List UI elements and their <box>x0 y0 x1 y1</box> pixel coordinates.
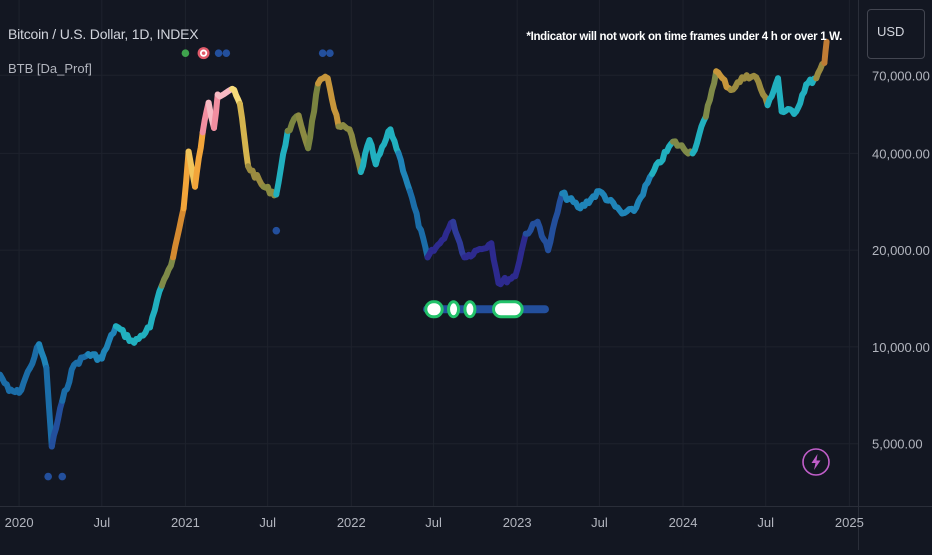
signal-dot-marker <box>44 472 52 481</box>
indicator-notice: *Indicator will not work on time frames … <box>526 31 842 43</box>
price-segment <box>170 205 187 261</box>
signal-markers <box>44 47 334 481</box>
signal-dot-marker <box>214 49 223 57</box>
price-segment <box>577 188 603 212</box>
signal-ring-core <box>201 51 206 55</box>
price-segment <box>689 113 709 157</box>
price-segment <box>649 138 676 177</box>
price-tick-label: 10,000.00 <box>872 340 930 355</box>
price-segment <box>273 127 291 198</box>
price-segment <box>305 80 322 152</box>
price-segment <box>631 171 656 214</box>
price-segment <box>559 189 584 212</box>
price-segment <box>775 75 785 115</box>
price-series <box>0 38 830 450</box>
price-segment <box>236 100 252 170</box>
price-segment <box>158 254 177 289</box>
symbol-title[interactable]: Bitcoin / U.S. Dollar, 1D, INDEX <box>8 26 199 42</box>
signal-dot-marker <box>272 226 281 235</box>
price-segment <box>387 126 402 157</box>
price-segment <box>753 74 771 109</box>
price-tick-label: 5,000.00 <box>872 437 923 452</box>
signal-dot-marker <box>222 49 231 57</box>
price-segment <box>43 365 55 450</box>
time-tick-label: Jul <box>425 515 442 530</box>
price-segment <box>346 126 364 175</box>
grid <box>0 0 858 506</box>
price-segment <box>59 361 78 404</box>
price-segment <box>450 218 468 261</box>
time-tick-label: Jul <box>259 515 276 530</box>
signal-pill <box>424 300 444 319</box>
signal-dot-marker <box>326 49 334 57</box>
price-segment <box>36 341 50 371</box>
lightning-icon[interactable] <box>802 448 830 476</box>
price-segment <box>372 126 394 168</box>
signal-dot-marker <box>318 49 327 57</box>
price-segment <box>48 397 66 450</box>
price-segment <box>670 138 696 157</box>
price-segment <box>211 91 221 131</box>
price-segment <box>512 230 529 280</box>
price-segment <box>192 129 206 190</box>
price-segment <box>0 371 13 394</box>
time-tick-label: 2022 <box>337 515 366 530</box>
time-tick-label: 2020 <box>5 515 34 530</box>
price-segment <box>596 188 626 217</box>
time-tick-label: Jul <box>591 515 608 530</box>
price-segment <box>406 188 431 261</box>
signal-dot-marker <box>181 49 190 57</box>
time-tick-label: 2024 <box>669 515 698 530</box>
price-segment <box>821 38 830 66</box>
signal-dot-marker <box>58 472 67 481</box>
price-tick-label: 20,000.00 <box>872 243 930 258</box>
signal-pills <box>424 300 524 319</box>
signal-pill <box>447 300 461 319</box>
currency-button[interactable]: USD <box>867 9 925 59</box>
price-segment <box>702 68 720 120</box>
price-segment <box>324 75 342 130</box>
price-segment <box>229 85 243 107</box>
price-segment <box>778 106 800 117</box>
price-segment <box>245 163 267 190</box>
price-segment <box>793 81 810 115</box>
price-tick-label: 70,000.00 <box>872 68 930 83</box>
price-segment <box>727 72 750 93</box>
indicator-name[interactable]: BTB [Da_Prof] <box>8 61 92 76</box>
time-tick-label: 2023 <box>503 515 532 530</box>
time-tick-label: 2021 <box>171 515 200 530</box>
time-axis: 2020 Jul 2021 Jul 2022 Jul 2023 Jul 2024 Jul 2025 <box>0 506 932 530</box>
time-tick-label: 2025 <box>835 515 864 530</box>
time-tick-label: Jul <box>93 515 110 530</box>
price-segment <box>713 68 734 93</box>
time-tick-label: Jul <box>757 515 774 530</box>
price-segment <box>488 240 502 287</box>
price-segment <box>112 323 138 346</box>
signal-pill <box>492 300 524 319</box>
price-axis: 5,000.00 10,000.00 20,000.00 40,000.00 70,00… <box>858 0 930 550</box>
price-segment <box>16 365 33 396</box>
signal-pill <box>463 300 477 319</box>
price-segment <box>147 282 165 331</box>
price-tick-label: 40,000.00 <box>872 146 930 161</box>
price-segment <box>98 323 119 362</box>
price-segment <box>534 218 552 254</box>
price-segment <box>395 150 413 195</box>
price-segment <box>545 190 566 254</box>
price-segment <box>71 351 92 368</box>
